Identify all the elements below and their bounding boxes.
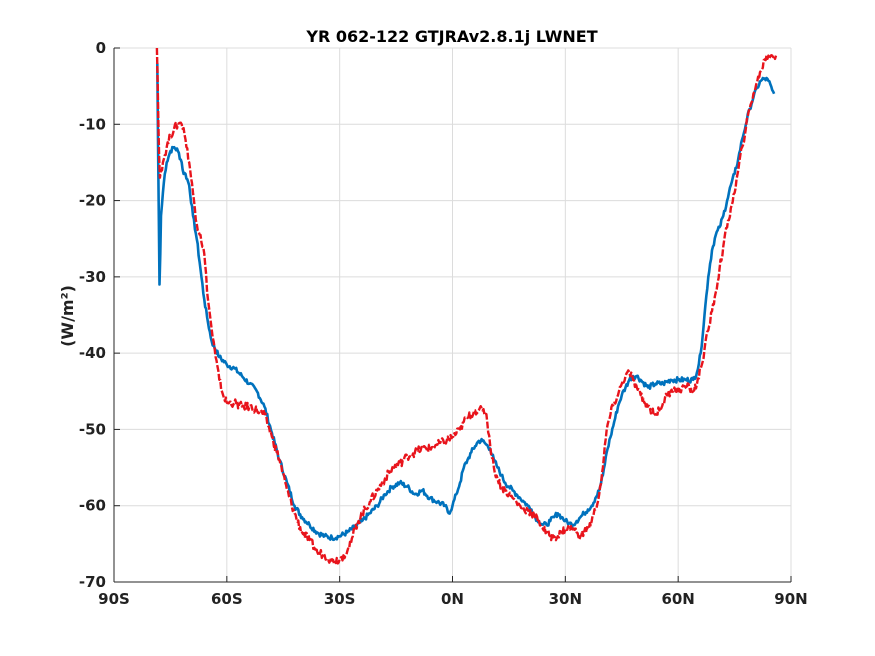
y-tick-label: 0	[96, 39, 106, 57]
chart-title: YR 062-122 GTJRAv2.8.1j LWNET	[305, 27, 597, 46]
y-tick-label: -40	[79, 344, 106, 362]
y-tick-label: -50	[79, 420, 106, 438]
x-tick-label: 30N	[549, 590, 582, 608]
y-tick-label: -30	[79, 268, 106, 286]
y-axis-label: (W/m²)	[58, 285, 77, 347]
y-tick-label: -70	[79, 573, 106, 591]
series-line-red	[155, 47, 778, 565]
x-tick-label: 60S	[211, 590, 243, 608]
x-tick-label: 0N	[441, 590, 464, 608]
x-tick-label: 30S	[324, 590, 356, 608]
x-tick-label: 60N	[661, 590, 694, 608]
y-tick-label: -60	[79, 497, 106, 515]
x-tick-label: 90N	[774, 590, 807, 608]
y-tick-label: -10	[79, 115, 106, 133]
series-lines	[155, 47, 778, 565]
y-tick-label: -20	[79, 192, 106, 210]
series-line-blue	[156, 63, 776, 542]
x-tick-label: 90S	[98, 590, 130, 608]
axes: 90S 60S 30S 0N 30N 60N 90N 0 -10 -20 -30 -40 -50 -60 -…	[79, 39, 808, 608]
